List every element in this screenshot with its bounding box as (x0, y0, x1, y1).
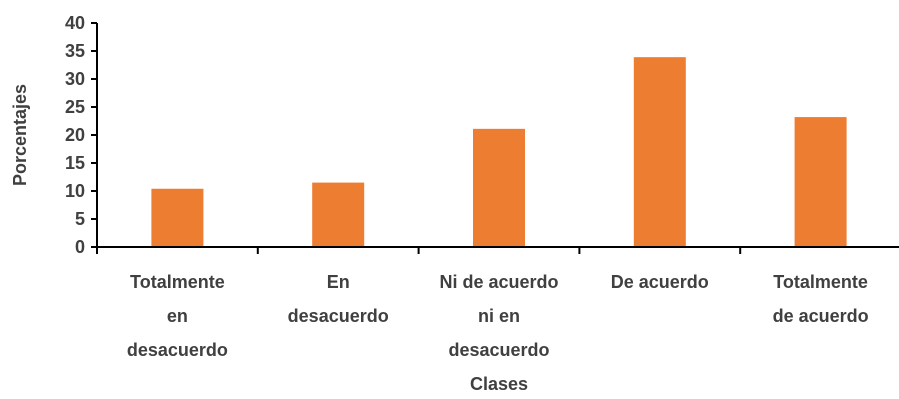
x-category-label: Ni de acuerdo (439, 272, 558, 292)
bar (473, 128, 525, 247)
y-tick-label: 25 (65, 97, 85, 117)
y-tick-label: 30 (65, 69, 85, 89)
x-category-label: De acuerdo (611, 272, 709, 292)
bars-group (151, 57, 847, 247)
x-category-label: de acuerdo (773, 306, 869, 326)
x-category-label: Totalmente (130, 272, 225, 292)
x-category-label: En (327, 272, 350, 292)
x-category-label: Totalmente (773, 272, 868, 292)
x-category-label: desacuerdo (288, 306, 389, 326)
bar (633, 57, 686, 247)
y-tick-label: 40 (65, 13, 85, 33)
y-tick-label: 20 (65, 125, 85, 145)
y-tick-label: 10 (65, 181, 85, 201)
y-tick-label: 15 (65, 153, 85, 173)
x-axis: Totalmente en desacuerdo En desacuerdo Ni de … (96, 246, 899, 360)
x-category-label: desacuerdo (448, 340, 549, 360)
bar (151, 188, 204, 247)
bar (794, 117, 847, 247)
bar (312, 182, 365, 247)
x-category-label: ni en (478, 306, 520, 326)
y-tick-label: 0 (75, 237, 85, 257)
x-axis-title: Clases (470, 374, 528, 394)
y-tick-label: 5 (75, 209, 85, 229)
x-category-label: en (167, 306, 188, 326)
y-axis: 0 5 10 15 20 25 30 35 40 (65, 13, 98, 257)
x-category-label: desacuerdo (127, 340, 228, 360)
y-axis-title: Porcentajes (10, 84, 30, 186)
y-tick-label: 35 (65, 41, 85, 61)
